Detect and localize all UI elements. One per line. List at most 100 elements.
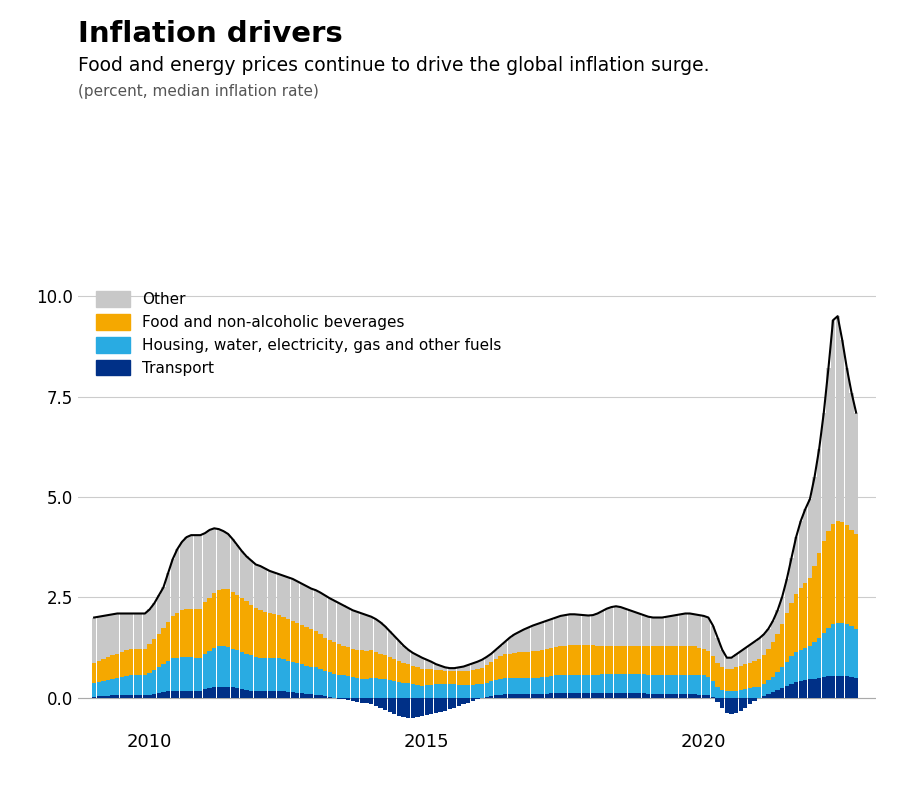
Bar [101,681,106,696]
Bar [128,695,133,698]
Bar [572,646,576,675]
Bar [747,662,752,688]
Bar [627,610,631,646]
Bar [627,674,631,693]
Bar [110,695,115,698]
Bar [322,696,327,698]
Bar [281,617,285,659]
Bar [655,674,659,694]
Bar [507,678,511,694]
Bar [714,638,719,662]
Bar [581,675,585,693]
Bar [276,574,281,615]
Bar [322,638,327,670]
Bar [544,621,548,650]
Bar [586,615,589,646]
Bar [821,541,825,633]
Bar [374,678,377,698]
Bar [429,662,433,670]
Bar [438,670,442,684]
Bar [438,666,442,670]
Bar [258,610,262,658]
Bar [696,615,701,648]
Bar [484,682,488,697]
Bar [452,668,456,671]
Bar [747,688,752,698]
Bar [682,694,687,698]
Bar [240,551,244,598]
Bar [276,691,281,698]
Bar [586,693,589,698]
Bar [396,682,401,698]
Bar [396,641,401,661]
Bar [415,698,419,717]
Bar [443,684,446,698]
Bar [198,690,202,698]
Bar [235,650,240,688]
Bar [396,661,401,682]
Bar [812,642,815,678]
Bar [97,682,101,696]
Bar [765,694,770,698]
Bar [106,658,110,680]
Bar [161,628,166,664]
Bar [488,654,493,662]
Bar [401,662,405,682]
Bar [419,698,424,716]
Bar [816,678,821,698]
Bar [258,658,262,691]
Bar [309,666,313,694]
Bar [604,674,609,693]
Bar [364,651,368,679]
Bar [631,693,636,698]
Bar [705,618,710,651]
Bar [660,646,663,674]
Bar [774,634,779,672]
Bar [179,657,184,690]
Bar [682,646,687,674]
Bar [475,669,479,684]
Bar [456,698,461,706]
Bar [488,662,493,682]
Bar [493,680,497,695]
Bar [143,614,147,649]
Bar [488,696,493,698]
Bar [553,693,558,698]
Bar [770,642,774,677]
Bar [226,686,230,698]
Bar [119,652,124,677]
Bar [475,684,479,698]
Bar [526,652,530,678]
Bar [595,674,599,693]
Bar [503,642,507,654]
Bar [640,693,645,698]
Bar [673,615,678,646]
Bar [300,584,303,625]
Bar [434,698,437,713]
Bar [752,698,756,701]
Bar [701,649,705,675]
Bar [291,692,294,698]
Bar [322,595,327,638]
Bar [526,694,530,698]
Bar [410,698,415,718]
Bar [572,675,576,693]
Bar [452,698,456,707]
Bar [456,667,461,671]
Bar [761,684,765,696]
Bar [512,634,516,653]
Bar [803,509,806,583]
Bar [479,668,484,684]
Bar [345,608,350,647]
Bar [202,533,207,602]
Bar [830,524,834,624]
Bar [419,669,424,686]
Bar [318,593,322,634]
Bar [133,614,138,649]
Bar [341,646,345,675]
Bar [92,662,97,682]
Bar [558,675,562,693]
Bar [590,674,594,693]
Bar [175,550,179,613]
Bar [724,691,728,698]
